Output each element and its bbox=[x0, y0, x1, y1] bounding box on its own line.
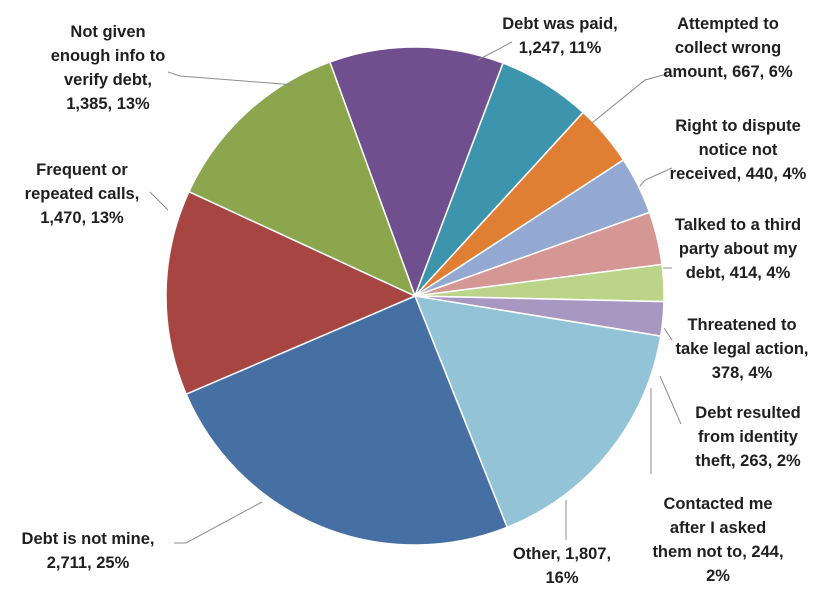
pie-slice-other bbox=[413, 295, 662, 529]
pie-slice-debt-is-not-mine bbox=[185, 295, 509, 546]
data-label-line: Frequent or bbox=[36, 161, 128, 179]
data-label-line: after I asked bbox=[670, 519, 766, 537]
data-label-line: party about my bbox=[679, 240, 798, 258]
leader-line bbox=[174, 501, 263, 544]
data-label-line: Not given bbox=[70, 23, 145, 41]
data-label-line: Debt is not mine, bbox=[22, 530, 155, 548]
data-label-line: 1,470, 13% bbox=[40, 209, 124, 227]
data-label-line: Other, 1,807, bbox=[513, 545, 611, 563]
data-label-line: 16% bbox=[545, 569, 578, 587]
leader-line bbox=[167, 71, 296, 86]
leader-line bbox=[639, 167, 673, 187]
pie-slice-debt-was-paid bbox=[328, 46, 505, 299]
pie-slice-not-given-enough-info-to-verify-debt bbox=[187, 61, 417, 298]
data-label-line: Right to dispute bbox=[675, 117, 801, 135]
leader-line bbox=[663, 327, 673, 341]
leader-line bbox=[149, 191, 169, 211]
data-labels: Debt was paid, 1,247, 11% Attempted to coll… bbox=[22, 15, 809, 587]
data-label: Debt resulted from identity theft, 263, 2% bbox=[695, 404, 801, 470]
data-label-line: 378, 4% bbox=[712, 364, 773, 382]
data-label: Talked to a third party about my debt, 414… bbox=[675, 216, 801, 282]
leader-line bbox=[477, 41, 513, 61]
data-label-line: collect wrong bbox=[675, 39, 781, 57]
data-label: Attempted to collect wrong amount, 667, 6% bbox=[663, 15, 793, 81]
data-label: Debt was paid, 1,247, 11% bbox=[502, 15, 618, 57]
data-label-line: notice not bbox=[699, 141, 778, 159]
data-label-line: Attempted to bbox=[677, 15, 779, 33]
data-label-line: enough info to bbox=[51, 47, 166, 65]
data-label-line: Contacted me bbox=[663, 495, 772, 513]
data-label-line: Debt was paid, bbox=[502, 15, 618, 33]
data-label-line: amount, 667, 6% bbox=[663, 63, 793, 81]
data-label: Debt is not mine, 2,711, 25% bbox=[22, 530, 155, 572]
leader-line bbox=[591, 73, 668, 124]
data-label: Threatened to take legal action, 378, 4% bbox=[676, 316, 809, 382]
data-label-line: them not to, 244, bbox=[652, 543, 783, 561]
data-label: Other, 1,807, 16% bbox=[513, 545, 611, 587]
data-label: Not given enough info to verify debt, 1,385… bbox=[51, 23, 166, 113]
data-label-line: take legal action, bbox=[676, 340, 809, 358]
data-label-line: verify debt, bbox=[64, 71, 152, 89]
data-label: Right to dispute notice not received, 440,… bbox=[670, 117, 807, 183]
data-label: Contacted me after I asked them not to, 24… bbox=[652, 495, 783, 585]
leader-lines bbox=[149, 41, 682, 544]
pie-slice-frequent-or-repeated-calls bbox=[165, 190, 417, 396]
data-label-line: Debt resulted bbox=[695, 404, 800, 422]
data-label-line: Talked to a third bbox=[675, 216, 801, 234]
data-label-line: 2,711, 25% bbox=[47, 554, 130, 572]
data-label-line: 2% bbox=[706, 567, 730, 585]
data-label-line: theft, 263, 2% bbox=[695, 452, 801, 470]
data-label-line: from identity bbox=[698, 428, 799, 446]
data-label-line: 1,247, 11% bbox=[519, 39, 602, 57]
data-label: Frequent or repeated calls, 1,470, 13% bbox=[25, 161, 140, 227]
data-label-line: received, 440, 4% bbox=[670, 165, 807, 183]
data-label-line: repeated calls, bbox=[25, 185, 140, 203]
leader-line bbox=[659, 375, 682, 425]
pie-slices bbox=[165, 46, 665, 546]
data-label-line: debt, 414, 4% bbox=[686, 264, 791, 282]
data-label-line: Threatened to bbox=[687, 316, 796, 334]
data-label-line: 1,385, 13% bbox=[66, 95, 150, 113]
